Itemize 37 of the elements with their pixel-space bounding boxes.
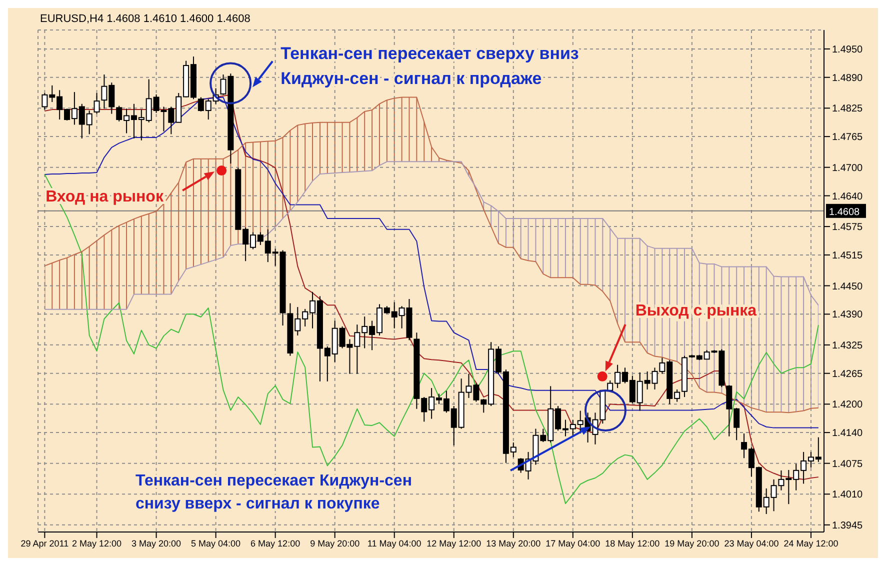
x-tick-label: 12 May 12:00 bbox=[426, 538, 482, 548]
y-tick-label: 1.4890 bbox=[832, 72, 864, 84]
y-tick-label: 1.4200 bbox=[832, 400, 864, 411]
annotation: Тенкан-сен пересекает сверху вниз Киджун-сен - сигнал к продаже bbox=[280, 44, 579, 88]
x-tick-label: 3 May 20:00 bbox=[132, 538, 182, 548]
y-tick-label: 1.4390 bbox=[832, 310, 864, 321]
y-tick-label: 1.4950 bbox=[832, 44, 864, 56]
x-tick-label: 11 May 04:00 bbox=[367, 538, 422, 548]
x-tick-label: 13 May 20:00 bbox=[486, 538, 541, 548]
x-tick-label: 9 May 20:00 bbox=[310, 538, 360, 548]
y-tick-label: 1.4825 bbox=[832, 104, 864, 115]
y-tick-label: 1.4325 bbox=[832, 340, 864, 352]
x-tick-label: 29 Apr 2011 bbox=[20, 538, 69, 548]
y-tick-label: 1.4515 bbox=[832, 250, 864, 262]
x-tick-label: 2 May 12:00 bbox=[72, 538, 122, 548]
x-tick-label: 19 May 20:00 bbox=[664, 538, 720, 548]
x-tick-label: 23 May 04:00 bbox=[724, 538, 779, 548]
y-tick-label: 1.4450 bbox=[832, 281, 864, 292]
y-tick-label: 1.4265 bbox=[832, 368, 864, 380]
y-tick-label: 1.4575 bbox=[832, 222, 864, 234]
annotation: Тенкан-сен пересекает Киджун-сен снизу вверх - сигнал к покупке bbox=[135, 472, 412, 513]
y-tick-label: 1.4140 bbox=[832, 428, 864, 440]
candlestick bbox=[94, 92, 100, 114]
x-tick-label: 6 May 12:00 bbox=[250, 538, 300, 548]
y-tick-label: 1.4075 bbox=[832, 458, 864, 470]
x-tick-label: 5 May 04:00 bbox=[191, 538, 241, 548]
annotation: Выход с рынка bbox=[635, 302, 757, 320]
x-tick-label: 24 May 12:00 bbox=[784, 538, 838, 548]
chart-title: EURUSD,H4 1.4608 1.4610 1.4600 1.4608 bbox=[40, 13, 250, 25]
x-tick-label: 18 May 12:00 bbox=[605, 538, 660, 548]
y-tick-label: 1.4640 bbox=[832, 191, 864, 202]
y-tick-label: 1.4765 bbox=[832, 132, 864, 144]
y-tick-label: 1.4700 bbox=[832, 162, 864, 174]
ref-line-label: 1.4608 bbox=[829, 206, 860, 218]
x-tick-label: 17 May 04:00 bbox=[546, 538, 600, 548]
y-tick-label: 1.3945 bbox=[832, 520, 864, 532]
y-tick-label: 1.4010 bbox=[832, 490, 864, 501]
